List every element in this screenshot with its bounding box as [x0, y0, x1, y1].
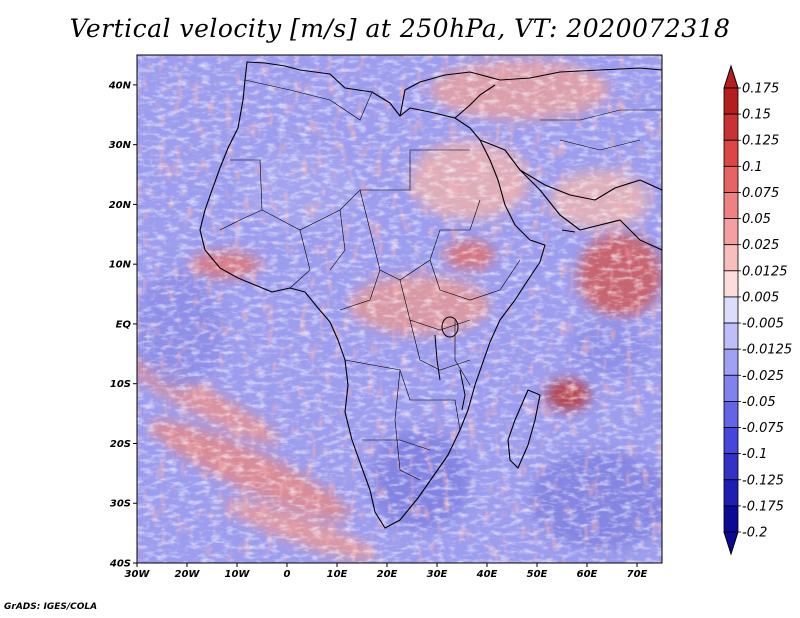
- colorbar-segment: [723, 165, 739, 193]
- credit-text: GrADS: IGES/COLA: [4, 602, 98, 612]
- colorbar-segment: [723, 270, 739, 298]
- vertical-velocity-field: [137, 55, 662, 563]
- lon-tick-label: 60E: [577, 569, 598, 580]
- lon-tick-label: 10W: [225, 569, 251, 580]
- colorbar-label: -0.005: [742, 317, 784, 332]
- lat-tick-label: EQ: [116, 319, 132, 330]
- lon-tick-label: 20E: [377, 569, 398, 580]
- colorbar-label: -0.0125: [742, 343, 792, 358]
- colorbar-label: -0.175: [742, 499, 784, 514]
- lat-tick-label: 40N: [108, 80, 132, 91]
- lat-tick-label: 40S: [109, 559, 131, 570]
- lon-tick-label: 30E: [427, 569, 448, 580]
- colorbar-top-arrow: [723, 64, 739, 89]
- colorbar-label: 0.05: [742, 212, 771, 227]
- colorbar-label: 0.0125: [742, 264, 788, 279]
- colorbar-segment: [723, 427, 739, 455]
- colorbar-label: 0.125: [742, 134, 779, 149]
- colorbar-segment: [723, 479, 739, 507]
- colorbar-label: 0.025: [742, 238, 779, 253]
- colorbar-label: 0.1: [742, 160, 763, 175]
- colorbar-segment: [723, 453, 739, 481]
- colorbar-label: -0.2: [742, 526, 767, 541]
- colorbar-segment: [723, 401, 739, 428]
- lon-tick-label: 0: [284, 569, 291, 580]
- colorbar-segment: [723, 348, 739, 376]
- longitude-axis: 30W 20W 10W 0 10E 20E 30E 40E 50E 60E 70E: [125, 563, 648, 580]
- lat-tick-label: 20S: [110, 439, 131, 450]
- colorbar-segment: [723, 87, 739, 115]
- lon-tick-label: 70E: [627, 569, 648, 580]
- colorbar-label: -0.075: [742, 421, 784, 436]
- lat-tick-label: 30S: [110, 499, 131, 510]
- lon-tick-label: 20W: [175, 569, 201, 580]
- colorbar-label: 0.15: [742, 108, 771, 123]
- lon-tick-label: 10E: [327, 569, 348, 580]
- map-title: Vertical velocity [m/s] at 250hPa, VT: 2…: [69, 14, 731, 43]
- colorbar-segment: [723, 244, 739, 272]
- lon-tick-label: 30W: [125, 569, 151, 580]
- colorbar-segment: [723, 139, 739, 167]
- colorbar-segment: [723, 505, 739, 533]
- colorbar-segment: [723, 113, 739, 141]
- colorbar-segment: [723, 296, 739, 324]
- country-borders: [219, 79, 662, 481]
- lakes: [434, 316, 466, 411]
- lat-tick-label: 20N: [109, 200, 132, 211]
- plot-frame: [136, 54, 663, 564]
- colorbar-segment: [723, 192, 739, 219]
- lon-tick-label: 40E: [476, 569, 498, 580]
- lon-tick-label: 50E: [527, 569, 548, 580]
- colorbar-segment: [723, 322, 739, 350]
- colorbar-bottom-arrow: [723, 531, 739, 556]
- lat-tick-label: 30N: [109, 140, 132, 151]
- colorbar-label: 0.175: [742, 82, 779, 97]
- colorbar-label: -0.125: [742, 473, 784, 488]
- colorbar-segment: [723, 218, 739, 246]
- colorbar-label: 0.005: [742, 290, 779, 305]
- colorbar-label: -0.025: [742, 369, 784, 384]
- colorbar-segment: [723, 374, 739, 402]
- colorbar-label: -0.1: [742, 447, 767, 462]
- lat-tick-label: 10N: [109, 260, 132, 271]
- colorbar-label: 0.075: [742, 186, 779, 201]
- colorbar-label: -0.05: [742, 395, 776, 410]
- coastlines: [199, 61, 662, 529]
- colorbar: 0.175 0.15 0.125 0.1 0.075 0.05 0.025 0.0125 0.0…: [723, 64, 792, 556]
- lat-tick-label: 10S: [110, 379, 131, 390]
- latitude-axis: 40N 30N 20N 10N EQ 10S 20S 30S 40S: [108, 80, 137, 570]
